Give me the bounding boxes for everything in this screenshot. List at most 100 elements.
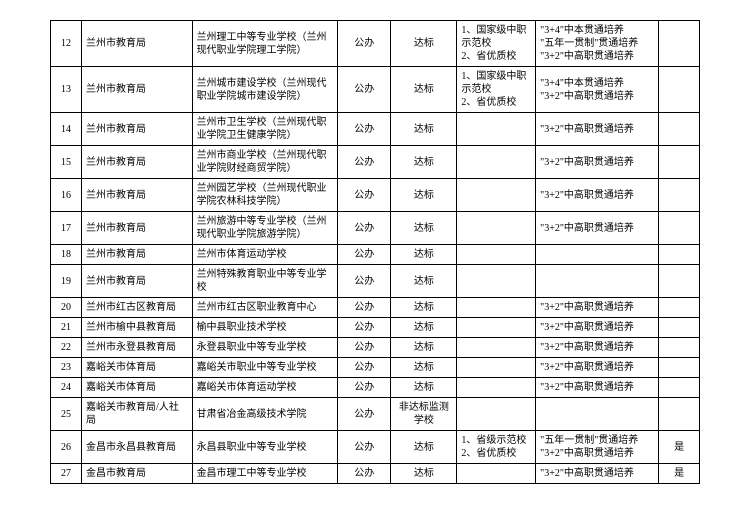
cell-n: 19 [51, 265, 82, 298]
cell-f: "3+4"中本贯通培养"3+2"中高职贯通培养 [536, 67, 659, 113]
cell-e [457, 212, 536, 245]
cell-e [457, 378, 536, 398]
table-row: 27金昌市教育局金昌市理工中等专业学校公办达标"3+2"中高职贯通培养是 [51, 464, 700, 484]
table-row: 19兰州市教育局兰州特殊教育职业中等专业学校公办达标 [51, 265, 700, 298]
cell-g [659, 338, 700, 358]
cell-g [659, 113, 700, 146]
cell-n: 12 [51, 21, 82, 67]
cell-b: 兰州理工中等专业学校（兰州现代职业学院理工学院） [192, 21, 338, 67]
cell-e [457, 245, 536, 265]
cell-n: 14 [51, 113, 82, 146]
cell-c: 公办 [338, 431, 391, 464]
cell-c: 公办 [338, 21, 391, 67]
cell-a: 兰州市红古区教育局 [82, 298, 193, 318]
cell-e: 1、省级示范校2、省优质校 [457, 431, 536, 464]
cell-n: 27 [51, 464, 82, 484]
schools-table: 12兰州市教育局兰州理工中等专业学校（兰州现代职业学院理工学院）公办达标1、国家… [50, 20, 700, 484]
cell-a: 兰州市教育局 [82, 146, 193, 179]
cell-b: 甘肃省冶金高级技术学院 [192, 398, 338, 431]
cell-c: 公办 [338, 298, 391, 318]
cell-a: 金昌市教育局 [82, 464, 193, 484]
cell-e [457, 318, 536, 338]
cell-d: 达标 [391, 179, 457, 212]
table-row: 16兰州市教育局兰州园艺学校（兰州现代职业学院农林科技学院）公办达标"3+2"中… [51, 179, 700, 212]
cell-f: "3+2"中高职贯通培养 [536, 358, 659, 378]
cell-n: 17 [51, 212, 82, 245]
table-row: 20兰州市红古区教育局兰州市红古区职业教育中心公办达标"3+2"中高职贯通培养 [51, 298, 700, 318]
cell-e [457, 464, 536, 484]
cell-f: "3+2"中高职贯通培养 [536, 113, 659, 146]
cell-n: 18 [51, 245, 82, 265]
cell-f [536, 398, 659, 431]
cell-a: 嘉峪关市体育局 [82, 358, 193, 378]
cell-g [659, 398, 700, 431]
cell-d: 达标 [391, 464, 457, 484]
cell-c: 公办 [338, 398, 391, 431]
cell-c: 公办 [338, 338, 391, 358]
cell-g [659, 318, 700, 338]
cell-n: 15 [51, 146, 82, 179]
cell-c: 公办 [338, 67, 391, 113]
cell-b: 嘉峪关市体育运动学校 [192, 378, 338, 398]
cell-d: 达标 [391, 245, 457, 265]
table-row: 14兰州市教育局兰州市卫生学校（兰州现代职业学院卫生健康学院）公办达标"3+2"… [51, 113, 700, 146]
cell-b: 榆中县职业技术学校 [192, 318, 338, 338]
cell-a: 兰州市永登县教育局 [82, 338, 193, 358]
cell-b: 兰州城市建设学校（兰州现代职业学院城市建设学院） [192, 67, 338, 113]
cell-a: 嘉峪关市体育局 [82, 378, 193, 398]
cell-g [659, 67, 700, 113]
cell-c: 公办 [338, 179, 391, 212]
cell-f: "3+2"中高职贯通培养 [536, 146, 659, 179]
cell-a: 兰州市教育局 [82, 67, 193, 113]
cell-f: "五年一贯制"贯通培养"3+2"中高职贯通培养 [536, 431, 659, 464]
cell-f: "3+2"中高职贯通培养 [536, 378, 659, 398]
cell-g [659, 212, 700, 245]
cell-c: 公办 [338, 378, 391, 398]
cell-g [659, 298, 700, 318]
cell-c: 公办 [338, 245, 391, 265]
cell-b: 金昌市理工中等专业学校 [192, 464, 338, 484]
cell-e [457, 298, 536, 318]
cell-d: 达标 [391, 318, 457, 338]
cell-c: 公办 [338, 212, 391, 245]
cell-b: 永登县职业中等专业学校 [192, 338, 338, 358]
cell-f: "3+2"中高职贯通培养 [536, 179, 659, 212]
cell-d: 达标 [391, 67, 457, 113]
cell-d: 达标 [391, 113, 457, 146]
cell-b: 兰州市卫生学校（兰州现代职业学院卫生健康学院） [192, 113, 338, 146]
cell-b: 永昌县职业中等专业学校 [192, 431, 338, 464]
cell-b: 兰州特殊教育职业中等专业学校 [192, 265, 338, 298]
cell-b: 兰州市体育运动学校 [192, 245, 338, 265]
cell-f: "3+2"中高职贯通培养 [536, 298, 659, 318]
cell-a: 嘉峪关市教育局/人社局 [82, 398, 193, 431]
cell-e [457, 179, 536, 212]
cell-e [457, 265, 536, 298]
cell-c: 公办 [338, 113, 391, 146]
cell-d: 达标 [391, 146, 457, 179]
cell-c: 公办 [338, 146, 391, 179]
table-row: 22兰州市永登县教育局永登县职业中等专业学校公办达标"3+2"中高职贯通培养 [51, 338, 700, 358]
cell-n: 13 [51, 67, 82, 113]
cell-e [457, 338, 536, 358]
table-row: 25嘉峪关市教育局/人社局甘肃省冶金高级技术学院公办非达标监测学校 [51, 398, 700, 431]
table-row: 21兰州市榆中县教育局榆中县职业技术学校公办达标"3+2"中高职贯通培养 [51, 318, 700, 338]
cell-n: 22 [51, 338, 82, 358]
cell-n: 25 [51, 398, 82, 431]
cell-d: 非达标监测学校 [391, 398, 457, 431]
cell-b: 兰州旅游中等专业学校（兰州现代职业学院旅游学院） [192, 212, 338, 245]
cell-b: 兰州市红古区职业教育中心 [192, 298, 338, 318]
cell-c: 公办 [338, 464, 391, 484]
cell-n: 20 [51, 298, 82, 318]
cell-n: 26 [51, 431, 82, 464]
cell-e: 1、国家级中职示范校2、省优质校 [457, 67, 536, 113]
cell-e [457, 113, 536, 146]
cell-d: 达标 [391, 378, 457, 398]
table-row: 15兰州市教育局兰州市商业学校（兰州现代职业学院财经商贸学院）公办达标"3+2"… [51, 146, 700, 179]
cell-a: 金昌市永昌县教育局 [82, 431, 193, 464]
cell-d: 达标 [391, 265, 457, 298]
cell-n: 24 [51, 378, 82, 398]
table-row: 24嘉峪关市体育局嘉峪关市体育运动学校公办达标 "3+2"中高职贯通培养 [51, 378, 700, 398]
cell-a: 兰州市教育局 [82, 245, 193, 265]
table-row: 26金昌市永昌县教育局永昌县职业中等专业学校公办达标1、省级示范校2、省优质校"… [51, 431, 700, 464]
table-row: 23嘉峪关市体育局嘉峪关市职业中等专业学校公办达标"3+2"中高职贯通培养 [51, 358, 700, 378]
